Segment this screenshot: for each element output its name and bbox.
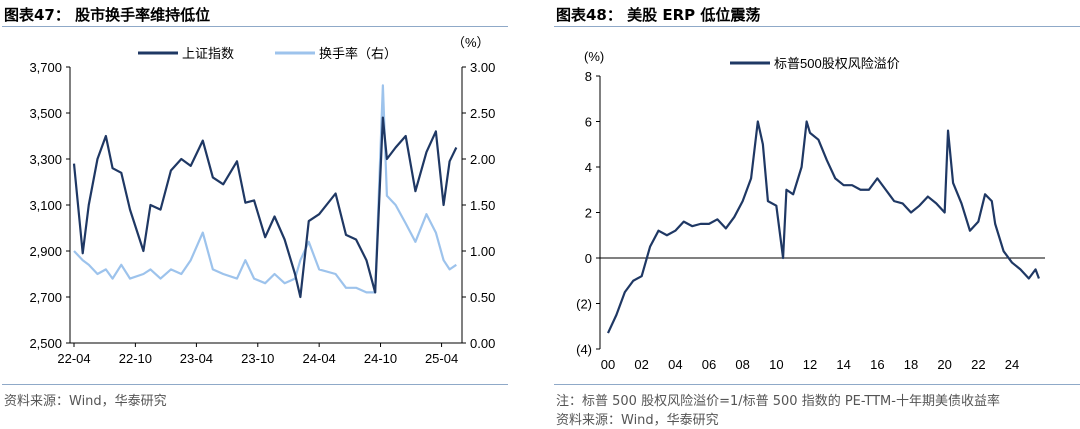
y-right-tick-label: 3.00 bbox=[470, 60, 495, 75]
x-tick-label: 08 bbox=[735, 357, 749, 372]
legend-label: 标普500股权风险溢价 bbox=[774, 56, 900, 71]
x-tick-label: 24 bbox=[1005, 357, 1019, 372]
y-tick-label: 2,700 bbox=[29, 290, 62, 305]
source-divider bbox=[554, 384, 1080, 385]
y-right-tick-label: 0.50 bbox=[470, 290, 495, 305]
x-tick-label: 04 bbox=[668, 357, 682, 372]
y-tick-label: 3,700 bbox=[29, 60, 62, 75]
chart-title: 图表47： 股市换手率维持低位 bbox=[4, 6, 211, 24]
x-tick-label: 10 bbox=[769, 357, 783, 372]
legend-label: 上证指数 bbox=[182, 46, 234, 61]
right-panel: 图表48： 美股 ERP 低位震荡 (4) (2) 0 2 4 6 8 00 02 04 06 08 1… bbox=[540, 0, 1080, 429]
right-axis-unit: （%） bbox=[452, 35, 490, 50]
y-tick-label: 3,500 bbox=[29, 106, 62, 121]
x-tick-label: 24-04 bbox=[303, 351, 336, 366]
chart-title: 图表48： 美股 ERP 低位震荡 bbox=[556, 6, 761, 24]
series-line-erp bbox=[607, 120, 1040, 334]
y-right-tick-label: 0.00 bbox=[470, 336, 495, 351]
note-text: 注：标普 500 股权风险溢价=1/标普 500 指数的 PE-TTM-十年期美… bbox=[556, 394, 1000, 409]
x-tick-label: 16 bbox=[870, 357, 884, 372]
y-tick-label: 3,100 bbox=[29, 198, 62, 213]
x-tick-label: 06 bbox=[702, 357, 716, 372]
x-tick-label: 22-04 bbox=[57, 351, 90, 366]
y-right-tick-label: 2.00 bbox=[470, 152, 495, 167]
y-tick-label: 2 bbox=[585, 206, 592, 221]
series-line-index bbox=[72, 116, 458, 299]
legend-label: 换手率（右） bbox=[319, 46, 397, 61]
series-line-turnover bbox=[73, 84, 457, 294]
y-tick-label: 0 bbox=[585, 251, 592, 266]
source-text: 资料来源：Wind，华泰研究 bbox=[4, 394, 167, 409]
y-axis-unit: (%) bbox=[584, 49, 604, 64]
y-right-tick-label: 2.50 bbox=[470, 106, 495, 121]
title-divider bbox=[554, 26, 1080, 27]
x-tick-label: 18 bbox=[904, 357, 918, 372]
turnover-chart: 2,500 2,700 2,900 3,100 3,300 3,500 3,700 0.00 0… bbox=[29, 35, 495, 366]
x-tick-label: 20 bbox=[937, 357, 951, 372]
y-tick-label: 2,900 bbox=[29, 244, 62, 259]
x-tick-label: 22 bbox=[971, 357, 985, 372]
left-panel: 图表47： 股市换手率维持低位 2,500 2,700 2,900 3,100 3,30… bbox=[2, 6, 508, 409]
source-text: 资料来源：Wind，华泰研究 bbox=[556, 413, 719, 428]
y-tick-label: 3,300 bbox=[29, 152, 62, 167]
x-tick-label: 14 bbox=[836, 357, 850, 372]
y-tick-label: 4 bbox=[585, 160, 592, 175]
x-tick-label: 23-04 bbox=[180, 351, 213, 366]
x-tick-label: 25-04 bbox=[425, 351, 458, 366]
source-divider bbox=[2, 384, 508, 385]
y-tick-label: (4) bbox=[576, 342, 592, 357]
x-tick-label: 00 bbox=[601, 357, 615, 372]
title-divider bbox=[2, 26, 508, 27]
y-tick-label: 6 bbox=[585, 115, 592, 130]
y-tick-label: 8 bbox=[585, 69, 592, 84]
x-tick-label: 22-10 bbox=[119, 351, 152, 366]
x-tick-label: 23-10 bbox=[241, 351, 274, 366]
x-tick-label: 12 bbox=[803, 357, 817, 372]
y-right-tick-label: 1.00 bbox=[470, 244, 495, 259]
x-tick-label: 24-10 bbox=[364, 351, 397, 366]
y-tick-label: 2,500 bbox=[29, 336, 62, 351]
y-right-tick-label: 1.50 bbox=[470, 198, 495, 213]
y-tick-label: (2) bbox=[576, 297, 592, 312]
x-tick-label: 02 bbox=[634, 357, 648, 372]
